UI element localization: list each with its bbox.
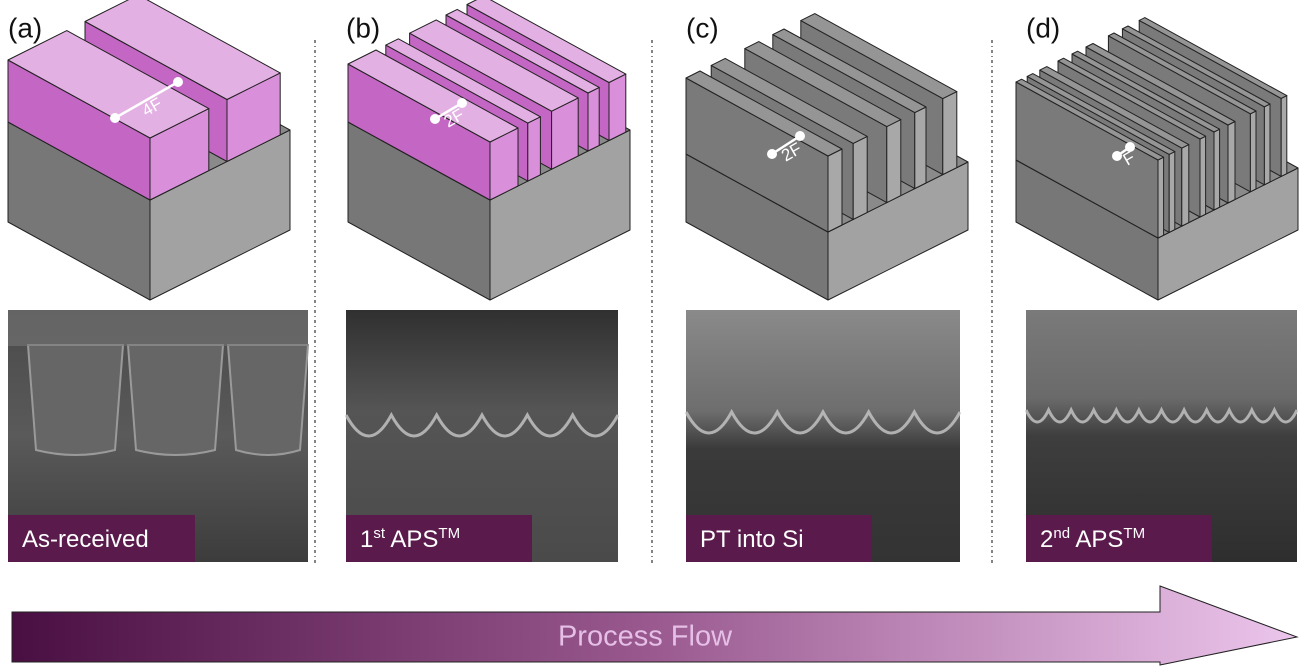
- sem-trench: [28, 345, 123, 455]
- caption-text: As-received: [22, 526, 149, 553]
- caption-text: 1: [360, 526, 373, 553]
- fin-end: [1200, 136, 1206, 217]
- dimension-dot: [767, 149, 777, 159]
- caption-superscript: TM: [1123, 525, 1145, 542]
- dimension-dot: [795, 131, 805, 141]
- fin-end: [1281, 96, 1287, 177]
- process-arrow: Process Flow: [12, 586, 1297, 665]
- sem-band: [8, 310, 308, 346]
- fin-end: [915, 107, 926, 189]
- panel-label: (a): [8, 12, 42, 43]
- caption: PT into Si: [700, 526, 804, 553]
- fin-end: [1182, 145, 1189, 227]
- fin-end: [887, 120, 901, 203]
- fin-end: [609, 74, 626, 140]
- caption-superscript: st: [373, 525, 386, 542]
- dimension-dot: [173, 77, 183, 87]
- caption-superscript: TM: [438, 525, 460, 542]
- dimension-dot: [430, 114, 440, 124]
- fin-end: [943, 92, 957, 175]
- fin-end: [588, 87, 599, 151]
- fin-end: [853, 136, 867, 219]
- sem-trench: [128, 345, 223, 455]
- fin-end: [1158, 157, 1164, 238]
- fin-end: [1228, 122, 1235, 204]
- fin-end: [1214, 129, 1220, 210]
- fin-end: [1264, 104, 1270, 185]
- page: (a)4FAs-received(b)2F1st APSTM(c)2FPT in…: [0, 0, 1300, 667]
- fin-end: [828, 149, 842, 232]
- panel-label: (d): [1026, 12, 1060, 43]
- fin-end: [528, 117, 541, 181]
- sem-trench: [228, 345, 308, 455]
- fin-end: [1169, 152, 1175, 233]
- dimension-dot: [110, 113, 120, 123]
- caption: As-received: [22, 526, 149, 553]
- fin-end: [1250, 111, 1256, 192]
- figure: (a)4FAs-received(b)2F1st APSTM(c)2FPT in…: [0, 0, 1300, 667]
- caption-text: PT into Si: [700, 526, 804, 553]
- caption-text: APS: [385, 526, 438, 553]
- caption-text: APS: [1070, 526, 1123, 553]
- caption-text: 2: [1040, 526, 1053, 553]
- panel-label: (b): [346, 12, 380, 43]
- panel-label: (c): [686, 12, 719, 43]
- caption-superscript: nd: [1053, 525, 1070, 542]
- arrow-label: Process Flow: [558, 621, 733, 653]
